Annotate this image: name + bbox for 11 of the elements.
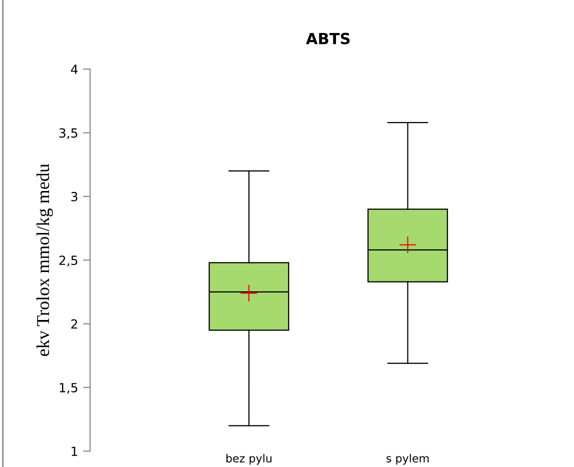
y-tick-label: 2	[71, 319, 78, 329]
y-tick-label: 2,5	[59, 256, 78, 266]
y-axis-title: ekv Trolox mmol/kg medu	[36, 164, 53, 356]
x-tick-label: bez pylu	[226, 454, 272, 465]
y-tick-label: 1	[72, 446, 78, 456]
y-tick-label: 1,5	[60, 383, 78, 394]
y-tick-label: 3	[71, 192, 78, 202]
y-tick-label: 3,5	[59, 128, 78, 139]
chart-title: ABTS	[306, 32, 350, 44]
x-tick-label: s pylem	[386, 454, 429, 465]
y-tick-label: 4	[70, 64, 78, 74]
